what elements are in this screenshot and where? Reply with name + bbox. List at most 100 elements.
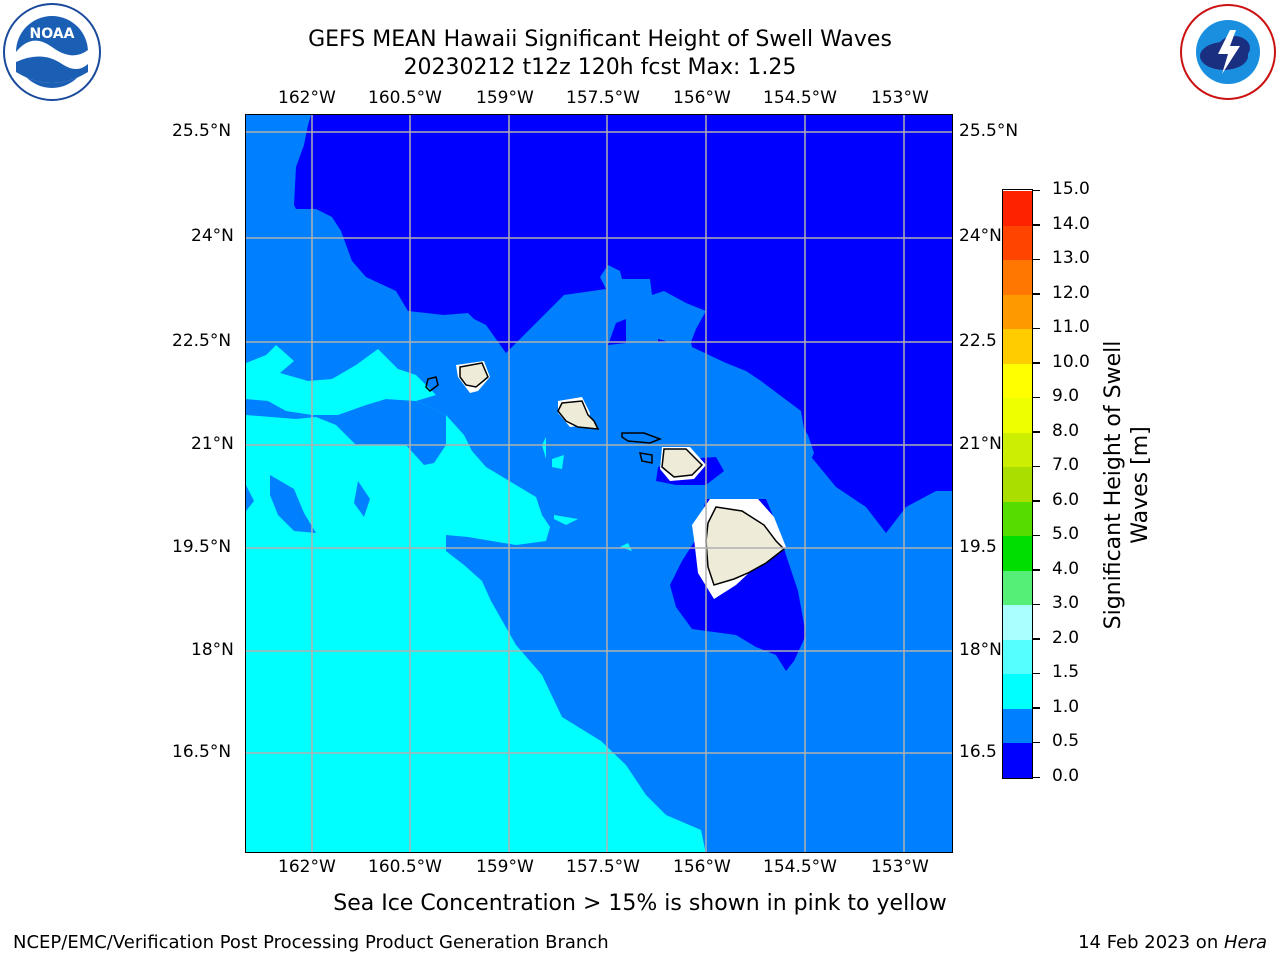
lon-tick-top: 153°W bbox=[871, 88, 929, 108]
colorbar-tick-mark bbox=[1033, 500, 1040, 502]
lat-tick-left: 18°N bbox=[191, 640, 234, 660]
colorbar-tick-label: 11.0 bbox=[1052, 317, 1090, 338]
colorbar-tick-mark bbox=[1033, 707, 1040, 709]
lon-tick-top: 162°W bbox=[278, 88, 336, 108]
colorbar-segment bbox=[1003, 535, 1032, 571]
colorbar-segment bbox=[1003, 501, 1032, 537]
colorbar-segment bbox=[1003, 708, 1032, 744]
lat-tick-right: 18°N bbox=[959, 640, 1002, 660]
colorbar-tick-label: 7.0 bbox=[1052, 455, 1080, 476]
colorbar-tick-mark bbox=[1033, 638, 1040, 640]
colorbar-segment bbox=[1003, 570, 1032, 606]
colorbar-tick-label: 14.0 bbox=[1052, 213, 1090, 234]
lon-tick-bottom: 162°W bbox=[278, 857, 336, 877]
colorbar-title-line1: Significant Height of Swell bbox=[1101, 340, 1126, 630]
colorbar-segment bbox=[1003, 328, 1032, 364]
colorbar-tick-mark bbox=[1033, 396, 1040, 399]
colorbar-segment bbox=[1003, 190, 1032, 226]
colorbar-tick-mark bbox=[1033, 258, 1040, 261]
colorbar-segment bbox=[1003, 397, 1032, 433]
colorbar-segment bbox=[1003, 259, 1032, 295]
colorbar-title: Significant Height of Swell Waves [m] bbox=[1100, 330, 1154, 640]
colorbar-tick-mark bbox=[1033, 569, 1040, 571]
noaa-logo-text: NOAA bbox=[30, 26, 75, 42]
colorbar-tick-label: 3.0 bbox=[1052, 593, 1080, 614]
lon-tick-top: 160.5°W bbox=[368, 88, 442, 108]
island-maui bbox=[661, 448, 704, 478]
lat-tick-right: 21°N bbox=[959, 434, 1002, 454]
lon-tick-bottom: 160.5°W bbox=[368, 857, 442, 877]
colorbar-tick-label: 6.0 bbox=[1052, 489, 1080, 510]
noaa-logo: NOAA bbox=[2, 2, 102, 102]
colorbar-tick-mark bbox=[1033, 603, 1040, 606]
island-lanai bbox=[638, 452, 653, 464]
colorbar-tick-mark bbox=[1033, 776, 1040, 778]
map-panel bbox=[245, 114, 953, 853]
colorbar-segment bbox=[1003, 466, 1032, 502]
lon-tick-top: 157.5°W bbox=[566, 88, 640, 108]
colorbar-segment bbox=[1003, 742, 1032, 778]
colorbar-tick-label: 9.0 bbox=[1052, 386, 1080, 407]
colorbar-tick-mark bbox=[1033, 465, 1040, 468]
colorbar-tick-label: 0.0 bbox=[1052, 766, 1080, 786]
hawaiian-islands bbox=[425, 361, 786, 599]
colorbar-tick-mark bbox=[1033, 189, 1040, 191]
footer-date-text: 14 Feb 2023 on bbox=[1078, 932, 1224, 953]
colorbar-tick-label: 13.0 bbox=[1052, 248, 1090, 269]
lat-tick-left: 25.5°N bbox=[172, 121, 232, 141]
lon-tick-bottom: 154.5°W bbox=[763, 857, 837, 877]
lon-tick-top: 159°W bbox=[476, 88, 534, 108]
chart-subtitle: 20230212 t12z 120h fcst Max: 1.25 bbox=[403, 55, 797, 80]
lat-tick-right: 22.5 bbox=[959, 331, 997, 351]
footer-machine: Hera bbox=[1223, 932, 1267, 953]
lat-tick-right: 25.5°N bbox=[959, 121, 1019, 141]
colorbar-tick-label: 2.0 bbox=[1052, 627, 1080, 648]
sea-ice-caption: Sea Ice Concentration > 15% is shown in … bbox=[333, 891, 947, 916]
band-0-0.5-north bbox=[294, 115, 952, 533]
lon-tick-top: 154.5°W bbox=[763, 88, 837, 108]
colorbar bbox=[1002, 189, 1033, 779]
colorbar-tick-mark bbox=[1033, 293, 1040, 295]
colorbar-tick-mark bbox=[1033, 672, 1040, 675]
lon-tick-bottom: 157.5°W bbox=[566, 857, 640, 877]
colorbar-tick-mark bbox=[1033, 224, 1040, 226]
lat-tick-left: 19.5°N bbox=[172, 537, 232, 557]
colorbar-tick-label: 1.0 bbox=[1052, 696, 1080, 717]
colorbar-segment bbox=[1003, 639, 1032, 675]
colorbar-tick-mark bbox=[1033, 362, 1040, 364]
band-pocket-west bbox=[270, 475, 316, 533]
colorbar-segment bbox=[1003, 294, 1032, 330]
colorbar-tick-label: 4.0 bbox=[1052, 558, 1080, 579]
colorbar-tick-label: 10.0 bbox=[1052, 351, 1090, 372]
colorbar-tick-label: 8.0 bbox=[1052, 420, 1080, 441]
lon-tick-top: 156°W bbox=[673, 88, 731, 108]
lat-tick-left: 16.5°N bbox=[172, 742, 232, 762]
island-molokai bbox=[621, 432, 663, 444]
colorbar-title-line2: Waves [m] bbox=[1128, 426, 1153, 544]
lon-tick-bottom: 153°W bbox=[871, 857, 929, 877]
colorbar-tick-label: 12.0 bbox=[1052, 282, 1090, 303]
colorbar-segment bbox=[1003, 673, 1032, 709]
lat-tick-left: 22.5°N bbox=[172, 331, 232, 351]
colorbar-tick-label: 15.0 bbox=[1052, 179, 1090, 199]
map-gridlines bbox=[246, 115, 952, 852]
colorbar-tick-mark bbox=[1033, 534, 1040, 537]
island-oahu bbox=[557, 400, 600, 430]
colorbar-tick-mark bbox=[1033, 741, 1040, 744]
colorbar-segment bbox=[1003, 363, 1032, 399]
lat-tick-left: 24°N bbox=[191, 226, 234, 246]
national-weather-service-logo bbox=[1178, 2, 1278, 102]
colorbar-tick-label: 5.0 bbox=[1052, 524, 1080, 545]
lat-tick-right: 24°N bbox=[959, 226, 1002, 246]
colorbar-tick-label: 0.5 bbox=[1052, 731, 1080, 752]
band-0.5-1.0-inner bbox=[666, 303, 814, 487]
lat-tick-left: 21°N bbox=[191, 434, 234, 454]
colorbar-tick-mark bbox=[1033, 327, 1040, 330]
island-kauai bbox=[459, 362, 489, 388]
colorbar-tick-label: 1.5 bbox=[1052, 662, 1080, 683]
colorbar-segment bbox=[1003, 225, 1032, 261]
swell-height-map bbox=[246, 115, 952, 852]
colorbar-segment bbox=[1003, 432, 1032, 468]
lat-tick-right: 19.5 bbox=[959, 537, 997, 557]
colorbar-tick-mark bbox=[1033, 431, 1040, 433]
